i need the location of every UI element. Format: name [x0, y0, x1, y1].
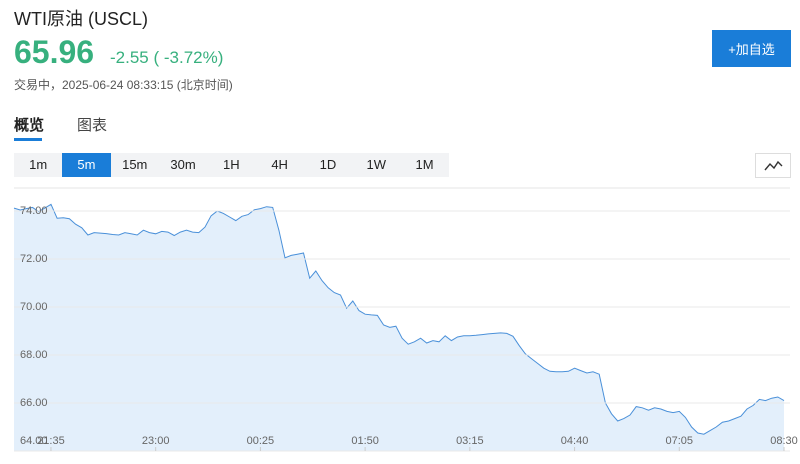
interval-button[interactable]: 1m [29, 157, 48, 172]
interval-button[interactable]: 4H [271, 157, 288, 172]
status: 交易中，2025-06-24 08:33:15 (北京时间) [14, 78, 233, 92]
x-tick-label: 23:00 [142, 435, 170, 447]
price-line [13, 203, 785, 435]
title: WTI原油 (USCL) [14, 9, 148, 29]
y-tick-label: 72.00 [20, 253, 48, 265]
tab[interactable]: 概览 [14, 117, 45, 134]
y-tick-label: 66.00 [20, 397, 48, 409]
price: 65.96 [14, 34, 95, 70]
x-tick-label: 07:05 [666, 435, 694, 447]
area-fill [14, 204, 784, 451]
change: -2.55 ( -3.72%) [110, 48, 223, 68]
interval-button[interactable]: 1H [223, 157, 240, 172]
change-value: -2.55 [110, 48, 149, 67]
chart: 64.00 66.00 68.00 70.00 72.00 74.00 21:35 23:00… [13, 187, 798, 452]
x-tick-label: 04:40 [561, 435, 589, 447]
interval-button[interactable]: 30m [170, 157, 196, 172]
interval-button[interactable]: 1D [319, 157, 337, 172]
tab-indicator [14, 138, 42, 141]
y-tick-label: 68.00 [20, 349, 48, 361]
interval-bar: 1m 5m 15m 30m 1H 4H 1D 1W 1M [14, 153, 449, 177]
y-tick-label: 74.00 [20, 205, 48, 217]
y-tick-label: 64.00 [20, 435, 48, 447]
interval-button[interactable]: 15m [122, 157, 148, 172]
x-tick-label: 08:30 [770, 435, 798, 447]
interval-button[interactable]: 1M [415, 157, 434, 172]
x-tick-label: 01:50 [351, 435, 379, 447]
chart-type-button[interactable] [755, 153, 791, 178]
chart-type-icon [764, 160, 783, 171]
x-tick-label: 21:35 [37, 435, 65, 447]
interval-button[interactable]: 1W [366, 157, 386, 172]
change-pct: ( -3.72%) [153, 48, 224, 67]
x-tick-label: 00:25 [247, 435, 275, 447]
x-tick-label: 03:15 [456, 435, 484, 447]
watch-button[interactable]: +加自选 [712, 30, 791, 67]
tab[interactable]: 图表 [77, 117, 108, 134]
y-tick-label: 70.00 [20, 301, 48, 313]
interval-button[interactable]: 5m [62, 153, 111, 177]
